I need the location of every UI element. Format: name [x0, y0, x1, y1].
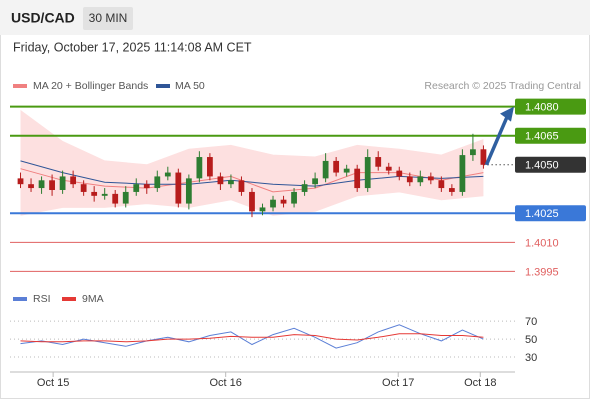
candle-body — [185, 178, 192, 204]
legend-swatch — [13, 84, 27, 88]
candle-body — [133, 184, 140, 192]
y-tick-label: 50 — [525, 334, 537, 346]
candle-body — [38, 180, 45, 189]
candle-body — [49, 180, 55, 190]
candle-body — [238, 180, 245, 192]
candle-body — [343, 168, 350, 173]
level-label: 1.4010 — [525, 237, 559, 249]
level-label: 1.4080 — [525, 102, 559, 114]
candle-body — [17, 178, 24, 185]
forecast-arrow — [484, 113, 510, 166]
candle-body — [333, 160, 340, 173]
candle-body — [91, 191, 98, 196]
candle-body — [480, 149, 487, 165]
y-tick-label: 70 — [525, 316, 537, 328]
credit: Research © 2025 Trading Central — [424, 80, 581, 92]
x-tick-label: Oct 17 — [382, 377, 414, 389]
candle-body — [154, 176, 161, 189]
candle-body — [122, 191, 129, 204]
legend-swatch — [62, 297, 76, 301]
candle-body — [312, 178, 318, 185]
y-tick-label: 30 — [525, 352, 537, 364]
candle-body — [164, 172, 171, 177]
candle-body — [406, 176, 413, 183]
candle-body — [28, 184, 34, 189]
x-tick-label: Oct 16 — [209, 377, 241, 389]
timestamp: Friday, October 17, 2025 11:14:08 AM CET — [13, 40, 252, 54]
candle-body — [280, 199, 287, 204]
rsi-line — [20, 333, 484, 343]
candle-body — [354, 168, 361, 189]
candle-body — [143, 184, 150, 189]
legend-label: RSI — [33, 293, 51, 305]
level-box — [515, 127, 586, 144]
level-label: 1.4050 — [525, 160, 559, 172]
candle-body — [270, 199, 276, 208]
legend-swatch — [13, 297, 27, 301]
candle-body — [112, 193, 119, 204]
forecast-arrowhead — [500, 106, 514, 122]
level-box — [515, 156, 586, 173]
candle-body — [291, 191, 297, 204]
candle-body — [417, 176, 424, 183]
candle-body — [80, 184, 87, 192]
candle-body — [470, 149, 476, 156]
candle-body — [101, 193, 108, 196]
candle-body — [459, 155, 466, 192]
rsi-line — [20, 324, 484, 349]
candle-body — [217, 176, 224, 185]
candle-body — [175, 172, 182, 204]
interval: 30 MIN — [89, 11, 128, 25]
candle-body — [385, 166, 392, 171]
legend-swatch — [156, 84, 170, 88]
candle-body — [59, 176, 66, 190]
candle-body — [396, 170, 403, 177]
x-tick-label: Oct 18 — [464, 377, 496, 389]
level-label: 1.3995 — [525, 266, 559, 278]
interval-box — [83, 7, 133, 30]
candle-body — [448, 188, 455, 192]
legend-label: 9MA — [82, 293, 104, 305]
candle-body — [249, 191, 255, 212]
bollinger-upper — [20, 110, 484, 166]
level-box — [515, 98, 586, 115]
ma50-line — [20, 160, 484, 187]
level-label: 1.4025 — [525, 208, 559, 220]
symbol: USD/CAD — [11, 10, 75, 26]
legend-label: MA 50 — [175, 80, 205, 92]
candle-body — [70, 176, 77, 185]
candle-body — [196, 157, 203, 179]
candle-body — [207, 157, 213, 177]
ma20-line — [20, 168, 484, 193]
candle-body — [259, 207, 266, 212]
candle-body — [322, 160, 329, 179]
legend-label: MA 20 + Bollinger Bands — [33, 80, 148, 92]
candle-body — [364, 157, 371, 189]
level-box — [515, 205, 586, 222]
level-label: 1.4065 — [525, 131, 559, 143]
candle-body — [301, 184, 308, 192]
candle-body — [438, 180, 445, 189]
x-tick-label: Oct 15 — [37, 377, 69, 389]
candle-body — [375, 157, 382, 167]
candle-body — [228, 180, 234, 185]
candle-body — [427, 176, 434, 181]
